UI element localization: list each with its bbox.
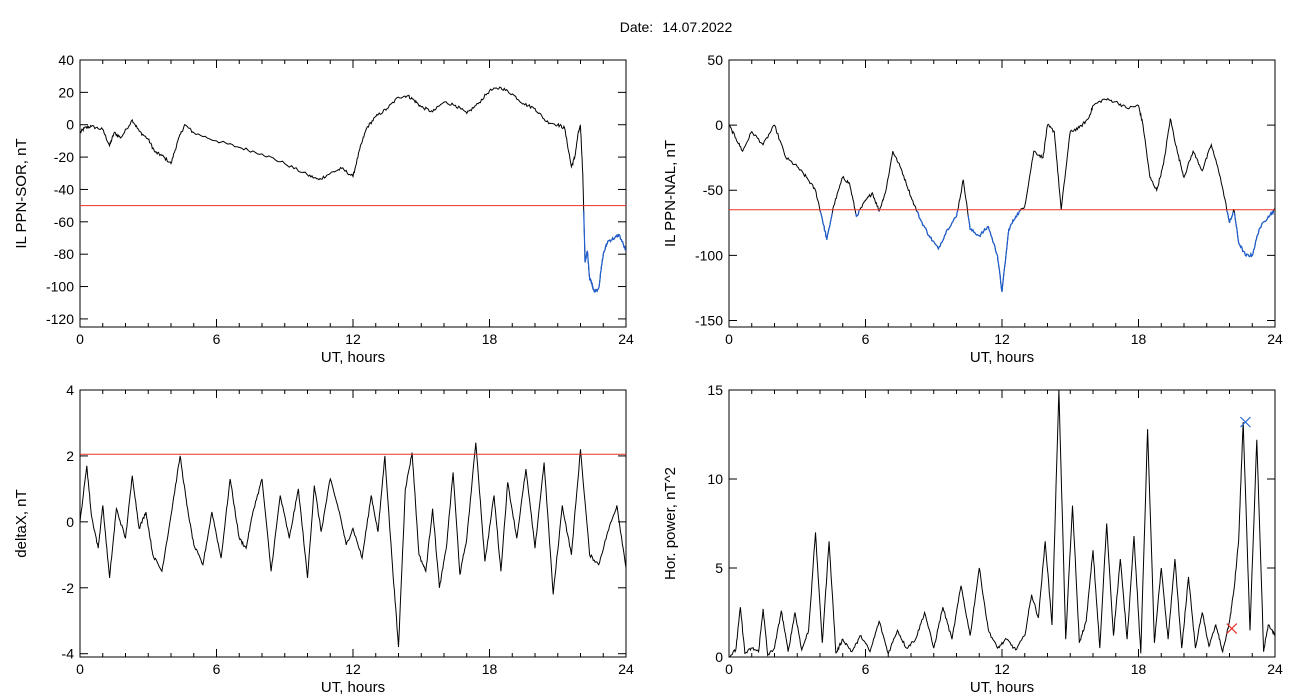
y-axis-label: deltaX, nT (13, 489, 30, 557)
y-tick-label: 20 (58, 84, 74, 100)
x-axis-label: UT, hours (970, 349, 1034, 366)
plot-frame (79, 389, 627, 658)
x-tick-label: 0 (76, 661, 84, 677)
date-value: 14.07.2022 (662, 19, 733, 35)
plot-frame (728, 389, 1276, 658)
y-tick-label: 0 (715, 649, 723, 665)
x-tick-label: 18 (1131, 661, 1147, 677)
y-tick-label: 5 (715, 560, 723, 576)
series-below-threshold (878, 210, 880, 212)
y-tick-label: -60 (54, 214, 74, 230)
x-tick-label: 12 (345, 661, 361, 677)
y-tick-label: 15 (707, 382, 723, 398)
y-axis-label: Hor. power, nT^2 (662, 467, 679, 580)
x-axis-label: UT, hours (970, 679, 1034, 696)
series-below-threshold (819, 211, 833, 240)
series-below-threshold (916, 209, 959, 251)
x-tick-label: 24 (618, 331, 634, 347)
y-tick-label: -50 (703, 182, 723, 198)
x-tick-label: 24 (618, 661, 634, 677)
y-tick-label: 2 (66, 448, 74, 464)
chart-date-title: Date: 14.07.2022 (0, 19, 1300, 35)
y-axis-label: IL PPN-NAL, nT (662, 140, 679, 247)
x-axis-label: UT, hours (321, 349, 385, 366)
x-tick-label: 12 (994, 661, 1010, 677)
series-below-threshold (1233, 210, 1275, 258)
y-tick-label: 0 (66, 514, 74, 530)
chart-panel-2: 0 6 12 18 24 50 0 -50 -100 -150 UT, hours IL PPN-NA… (662, 52, 1283, 366)
y-tick-label: 0 (715, 117, 723, 133)
y-tick-label: -100 (695, 247, 723, 263)
y-tick-label: 50 (707, 52, 723, 68)
y-tick-label: -80 (54, 246, 74, 262)
x-tick-label: 12 (994, 331, 1010, 347)
x-tick-label: 24 (1267, 331, 1283, 347)
x-tick-label: 18 (482, 331, 498, 347)
y-tick-label: -2 (62, 580, 75, 596)
marker-x-1 (1226, 623, 1238, 634)
y-tick-label: -20 (54, 149, 74, 165)
series-below-threshold (1226, 210, 1234, 223)
y-tick-label: -40 (54, 181, 74, 197)
y-axis-label: IL PPN-SOR, nT (13, 138, 30, 248)
series-line-1 (79, 442, 627, 648)
x-tick-label: 6 (862, 661, 870, 677)
x-tick-label: 18 (1131, 331, 1147, 347)
x-tick-label: 0 (76, 331, 84, 347)
y-tick-label: 0 (66, 117, 74, 133)
x-tick-label: 6 (862, 331, 870, 347)
y-tick-label: 10 (707, 471, 723, 487)
x-tick-label: 18 (482, 661, 498, 677)
chart-panel-4: 0 6 12 18 24 15 10 5 0 UT, hours Hor. power, nT^2 (662, 382, 1283, 696)
series-line-1 (79, 86, 627, 294)
y-tick-label: -120 (46, 311, 74, 327)
y-tick-label: -100 (46, 279, 74, 295)
x-tick-label: 6 (213, 331, 221, 347)
marker-x-2 (1240, 416, 1251, 428)
plot-frame (79, 59, 627, 328)
date-label: Date: (619, 19, 654, 35)
x-tick-label: 24 (1267, 661, 1283, 677)
y-tick-label: -4 (62, 646, 75, 662)
chart-panel-3: 0 6 12 18 24 4 2 0 -2 -4 UT, hours deltaX, nT (13, 382, 634, 696)
series-below-threshold (967, 210, 1021, 292)
x-tick-label: 0 (725, 661, 733, 677)
x-tick-label: 6 (213, 661, 221, 677)
x-axis-label: UT, hours (321, 679, 385, 696)
series-line-1 (729, 97, 1276, 292)
x-tick-label: 12 (345, 331, 361, 347)
series-below-threshold (583, 210, 627, 294)
series-line-1 (729, 389, 1276, 658)
series-below-threshold (855, 209, 860, 218)
chart-panel-1: 0 6 12 18 24 40 20 0 -20 -40 -60 -80 -100 -120 UT, hou… (13, 52, 634, 366)
y-tick-label: -150 (695, 312, 723, 328)
x-tick-label: 0 (725, 331, 733, 347)
y-tick-label: 4 (66, 382, 74, 398)
y-tick-label: 40 (58, 52, 74, 68)
